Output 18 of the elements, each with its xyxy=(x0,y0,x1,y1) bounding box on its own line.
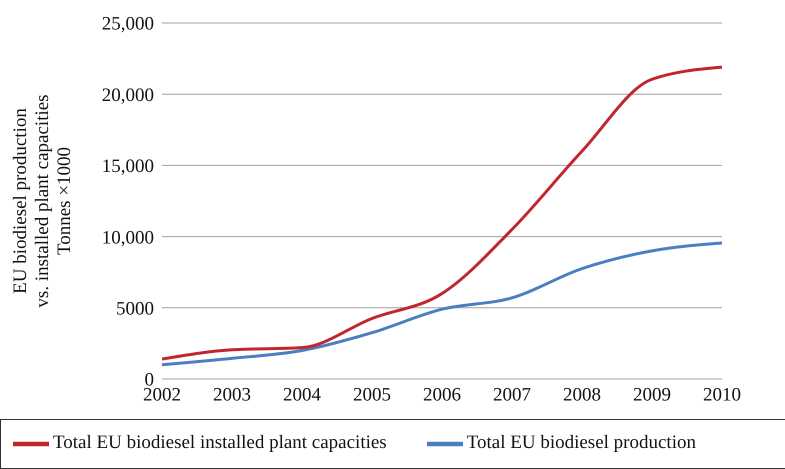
line-series xyxy=(162,242,722,366)
x-tick-label: 2007 xyxy=(493,384,531,406)
line-series xyxy=(162,66,722,361)
x-tick-label: 2008 xyxy=(563,384,601,406)
y-axis-title: EU biodiesel production vs. installed plant capacities Tonnes ×1000 xyxy=(10,94,75,308)
x-tick-label: 2004 xyxy=(283,384,322,406)
y-tick-label: 10,000 xyxy=(102,227,154,248)
y-tick-label: 25,000 xyxy=(102,14,154,35)
y-tick-label: 20,000 xyxy=(102,84,154,106)
x-tick-label: 2010 xyxy=(703,384,741,406)
x-tick-label: 2003 xyxy=(213,384,251,406)
y-tick-label: 15,000 xyxy=(102,156,154,178)
legend-label: Total EU biodiesel installed plant capacities xyxy=(53,432,387,454)
y-tick-label: 5000 xyxy=(116,298,154,320)
x-tick-label: 2006 xyxy=(423,384,461,406)
x-tick-label: 2005 xyxy=(353,384,391,406)
x-tick-label: 2009 xyxy=(633,384,671,406)
legend-label: Total EU biodiesel production xyxy=(466,432,696,454)
